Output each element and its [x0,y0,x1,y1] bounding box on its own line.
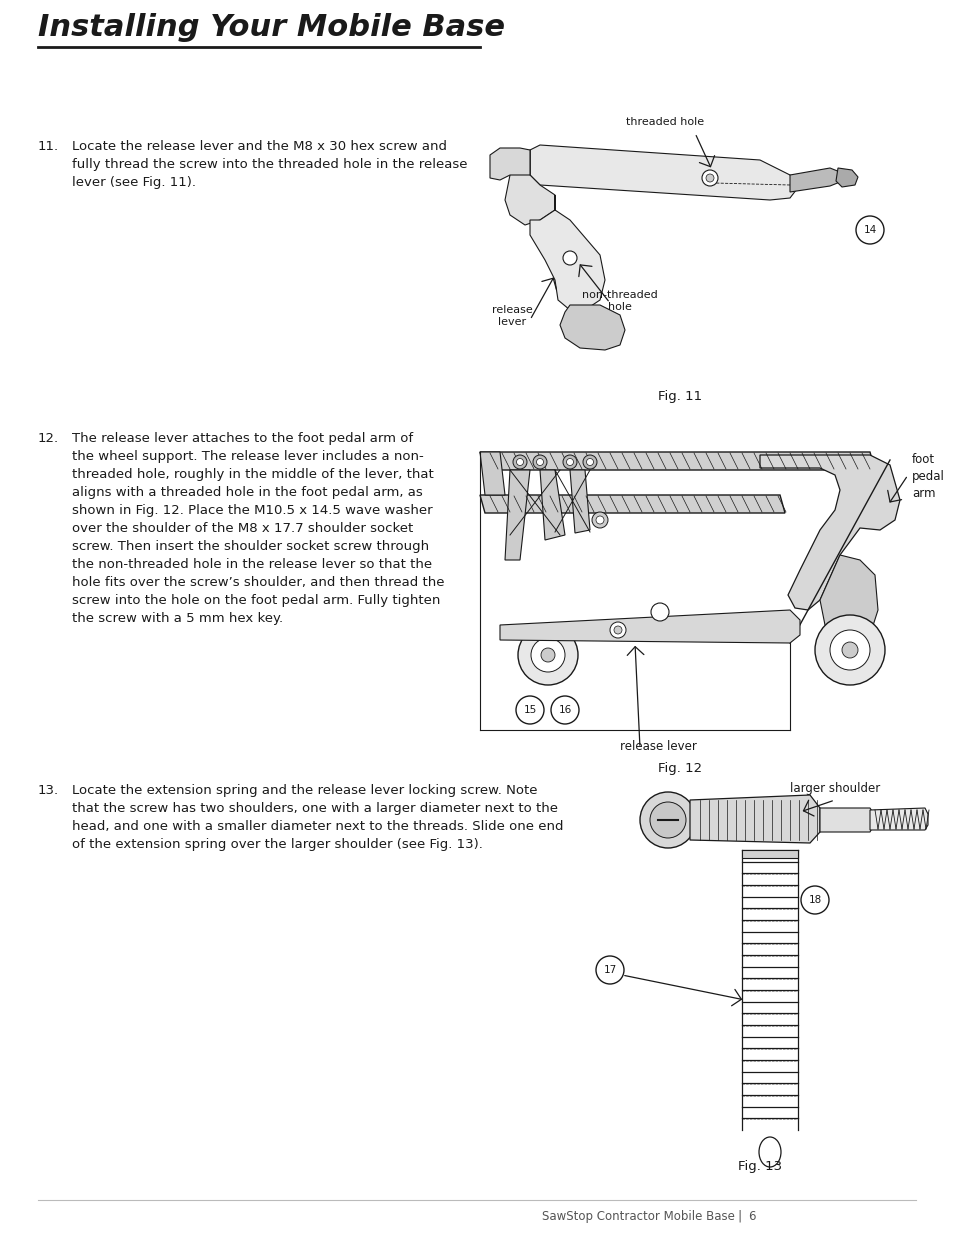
Text: Fig. 11: Fig. 11 [658,390,701,403]
Polygon shape [530,144,800,200]
Polygon shape [530,195,604,310]
Circle shape [516,697,543,724]
Polygon shape [479,495,784,513]
Circle shape [531,638,564,672]
Circle shape [801,885,828,914]
Text: Installing Your Mobile Base: Installing Your Mobile Base [38,14,504,42]
Polygon shape [760,454,899,610]
Circle shape [551,697,578,724]
Circle shape [533,454,546,469]
Text: 6: 6 [747,1210,755,1223]
Text: The release lever attaches to the foot pedal arm of
the wheel support. The relea: The release lever attaches to the foot p… [71,432,444,625]
Polygon shape [539,471,564,540]
Polygon shape [504,149,555,225]
Circle shape [855,216,883,245]
Circle shape [814,615,884,685]
Ellipse shape [759,1137,781,1167]
Circle shape [516,458,523,466]
Circle shape [536,458,543,466]
Polygon shape [559,305,624,350]
Polygon shape [869,808,927,830]
Text: Fig. 12: Fig. 12 [658,762,701,776]
Text: release
lever: release lever [491,305,532,326]
Circle shape [562,251,577,266]
Circle shape [609,622,625,638]
Circle shape [596,956,623,984]
Circle shape [649,802,685,839]
Text: 15: 15 [523,705,536,715]
Text: Locate the extension spring and the release lever locking screw. Note
that the s: Locate the extension spring and the rele… [71,784,563,851]
Polygon shape [789,168,840,191]
Text: 14: 14 [862,225,876,235]
Polygon shape [499,610,800,643]
Text: Locate the release lever and the M8 x 30 hex screw and
fully thread the screw in: Locate the release lever and the M8 x 30… [71,140,467,189]
Text: 13.: 13. [38,784,59,797]
Circle shape [841,642,857,658]
Circle shape [566,458,573,466]
Text: 16: 16 [558,705,571,715]
Polygon shape [741,850,797,858]
Text: release lever: release lever [619,740,696,753]
Text: non-threaded
hole: non-threaded hole [581,290,658,311]
Circle shape [614,626,621,634]
Circle shape [829,630,869,671]
Circle shape [596,516,603,524]
Text: 18: 18 [807,895,821,905]
Circle shape [705,174,713,182]
Circle shape [639,792,696,848]
Text: 11.: 11. [38,140,59,153]
Circle shape [517,625,578,685]
Circle shape [562,454,577,469]
Circle shape [701,170,718,186]
Text: SawStop Contractor Mobile Base: SawStop Contractor Mobile Base [541,1210,734,1223]
Text: threaded hole: threaded hole [625,117,703,127]
Text: |: | [737,1210,741,1223]
Circle shape [650,603,668,621]
Circle shape [540,648,555,662]
Polygon shape [479,452,504,495]
Polygon shape [479,452,874,471]
Polygon shape [689,795,820,844]
Polygon shape [835,168,857,186]
Text: foot
pedal
arm: foot pedal arm [911,453,943,500]
Polygon shape [569,471,589,534]
Polygon shape [504,471,530,559]
Text: larger shoulder: larger shoulder [789,782,879,795]
Circle shape [513,454,526,469]
Polygon shape [820,808,874,832]
Text: 17: 17 [602,965,616,974]
Text: 12.: 12. [38,432,59,445]
Circle shape [582,454,597,469]
Polygon shape [490,148,530,180]
Text: Fig. 13: Fig. 13 [738,1160,781,1173]
Circle shape [586,458,593,466]
Circle shape [592,513,607,529]
Polygon shape [820,555,877,645]
